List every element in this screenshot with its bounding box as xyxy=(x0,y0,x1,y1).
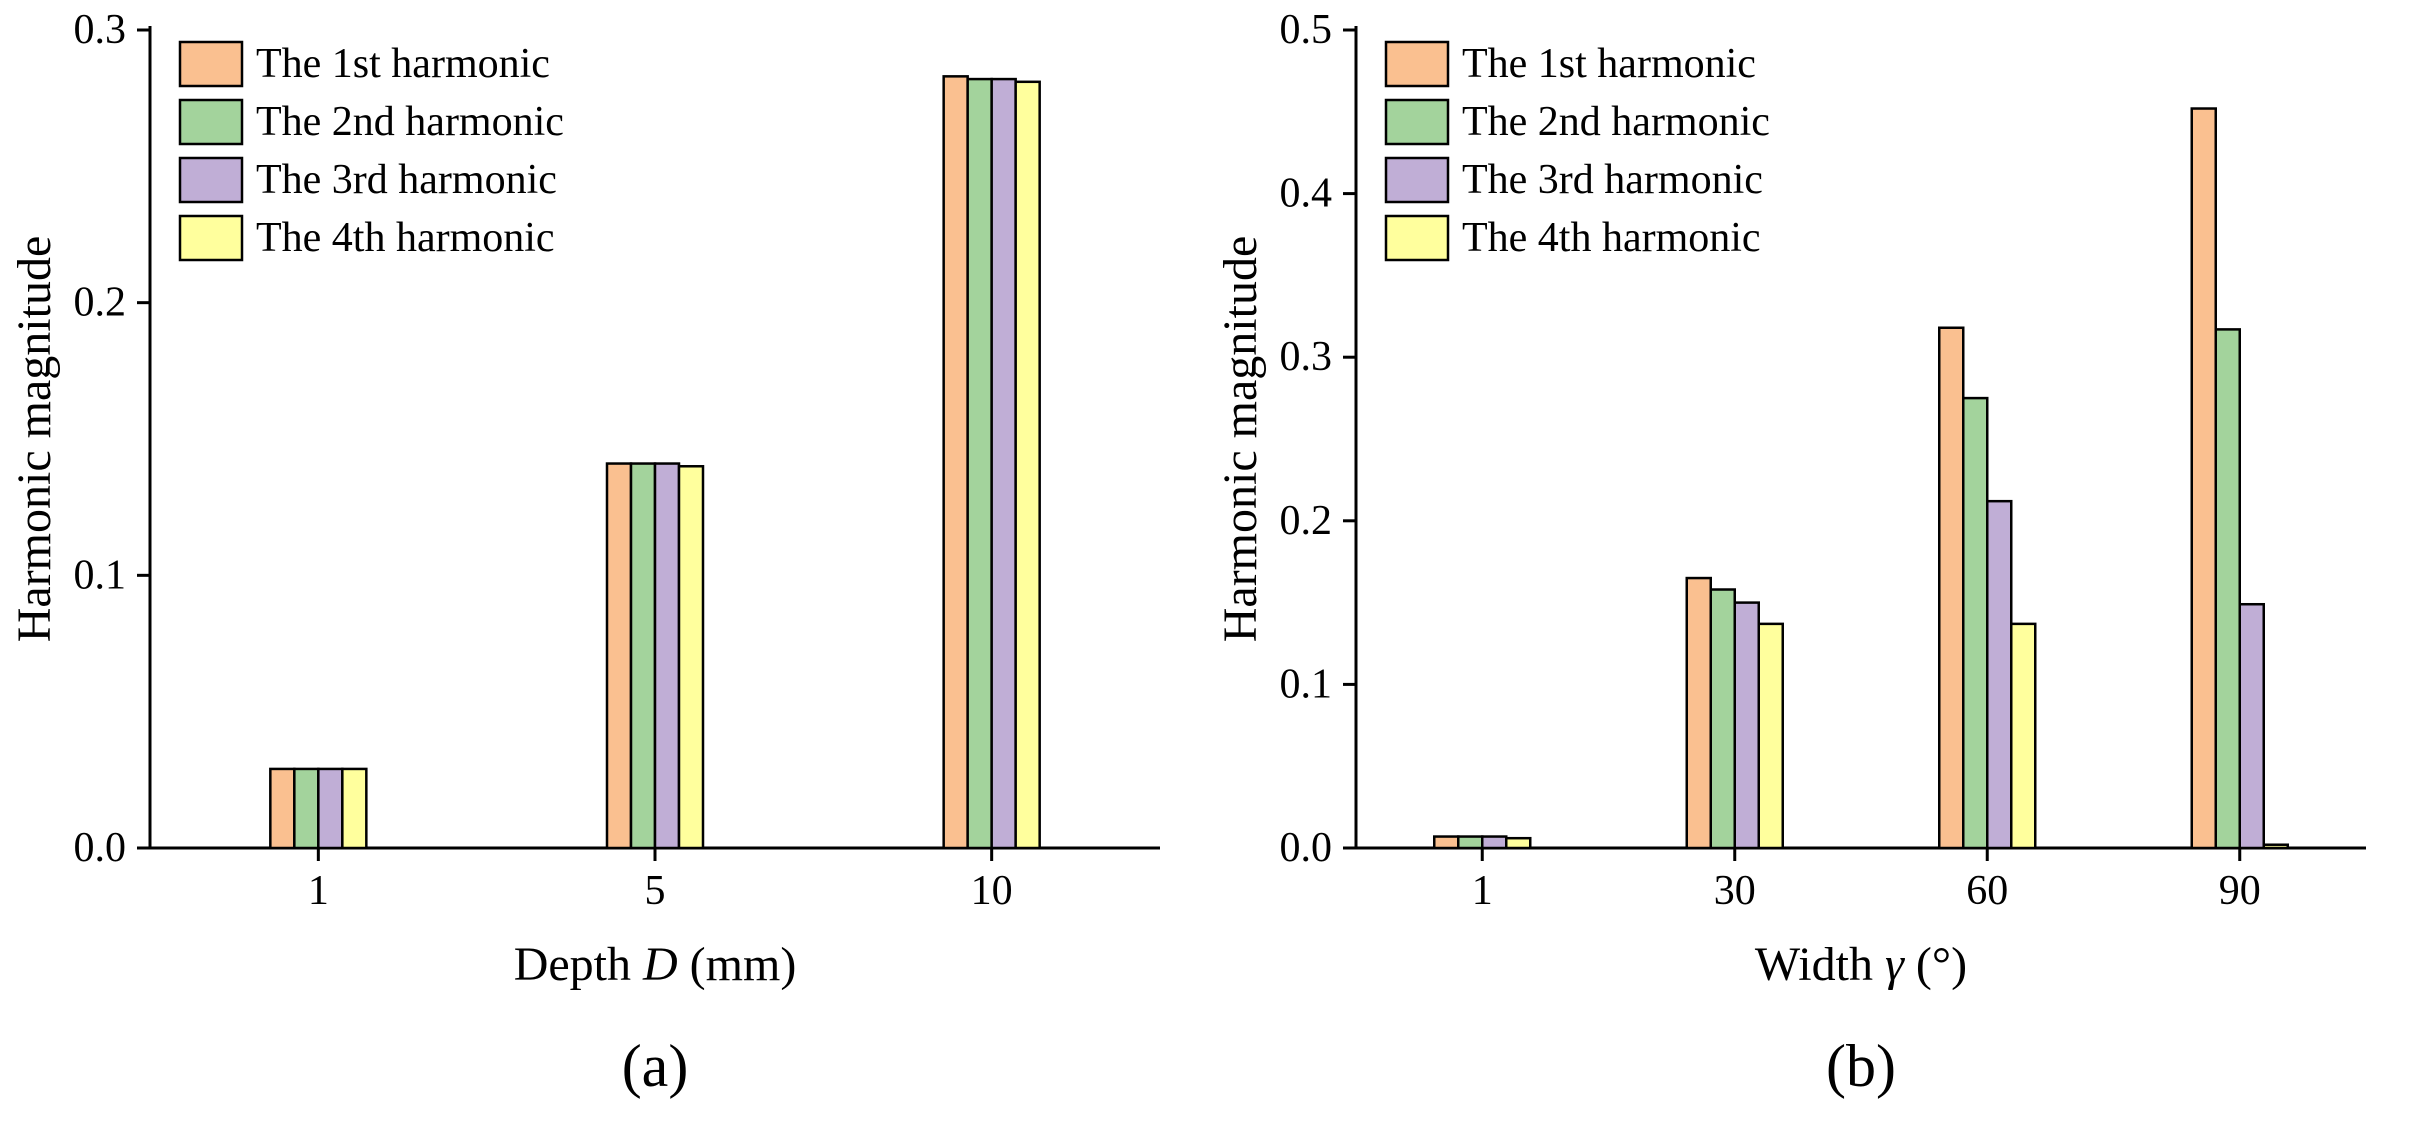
y-tick-label: 0.0 xyxy=(1280,825,1333,871)
x-tick-label: 90 xyxy=(2219,868,2261,914)
bar-series2-cat1 xyxy=(293,767,320,850)
x-tick-label: 1 xyxy=(308,868,329,914)
y-tick-label: 0.1 xyxy=(74,552,127,598)
x-axis-title-text: Width xyxy=(1755,938,1885,991)
y-axis-title: Harmonic magnitude xyxy=(8,236,61,643)
legend-label-2: The 2nd harmonic xyxy=(256,99,564,145)
bar-series3-cat3 xyxy=(1986,499,2013,850)
x-tick-label: 5 xyxy=(645,868,666,914)
legend-label-4: The 4th harmonic xyxy=(256,215,555,261)
bar-series4-cat3 xyxy=(1014,80,1041,850)
legend-swatch-4 xyxy=(178,214,244,262)
bar-series3-cat1 xyxy=(317,767,344,850)
legend-item-4: The 4th harmonic xyxy=(1384,214,1761,262)
y-tick-label: 0.3 xyxy=(1280,334,1333,380)
x-axis-title-symbol: γ xyxy=(1885,938,1905,991)
bar-series3-cat4 xyxy=(2238,602,2265,850)
y-tick-label: 0.5 xyxy=(1280,7,1333,53)
panel-label: (a) xyxy=(622,1033,689,1099)
legend-label-1: The 1st harmonic xyxy=(1462,41,1756,87)
x-axis-title: Depth D (mm) xyxy=(514,938,797,991)
y-tick-label: 0.4 xyxy=(1280,171,1333,217)
legend-label-2: The 2nd harmonic xyxy=(1462,99,1770,145)
legend-swatch-3 xyxy=(178,156,244,204)
legend-label-3: The 3rd harmonic xyxy=(1462,157,1763,203)
bar-series3-cat2 xyxy=(653,462,681,850)
legend-swatch-3 xyxy=(1384,156,1450,204)
legend-swatch-2 xyxy=(1384,98,1450,146)
y-tick-label: 0.2 xyxy=(74,280,127,326)
legend-swatch-2 xyxy=(178,98,244,146)
bar-series2-cat1 xyxy=(1457,835,1484,850)
bar-series2-cat4 xyxy=(2214,328,2241,850)
legend-item-3: The 3rd harmonic xyxy=(1384,156,1763,204)
bar-series4-cat1 xyxy=(1505,836,1532,850)
legend-swatch-4 xyxy=(1384,214,1450,262)
bar-series1-cat4 xyxy=(2190,107,2217,850)
bar-series1-cat1 xyxy=(1433,835,1460,850)
bar-series1-cat1 xyxy=(269,767,296,850)
legend-item-1: The 1st harmonic xyxy=(1384,40,1756,88)
bar-series4-cat4 xyxy=(2262,843,2289,850)
bar-series1-cat3 xyxy=(1938,326,1965,850)
bar-series3-cat2 xyxy=(1733,601,1760,850)
legend-label-1: The 1st harmonic xyxy=(256,41,550,87)
panel-b: 0.0 0.1 0.2 0.3 0.4 0.5 1 30 60 90 The 1st harmoni… xyxy=(1206,0,2412,1122)
x-axis-title-text: Depth xyxy=(514,938,643,991)
bar-series1-cat2 xyxy=(605,462,633,850)
bar-series2-cat3 xyxy=(966,77,993,850)
legend-item-2: The 2nd harmonic xyxy=(1384,98,1770,146)
bar-series2-cat2 xyxy=(1709,588,1736,850)
legend-swatch-1 xyxy=(178,40,244,88)
legend-label-4: The 4th harmonic xyxy=(1462,215,1761,261)
x-axis-title: Width γ (°) xyxy=(1755,938,1967,991)
bar-series1-cat2 xyxy=(1685,576,1712,850)
panel-label: (b) xyxy=(1826,1033,1896,1099)
depth-bar-chart: 0.0 0.1 0.2 0.3 1 5 10 The 1st harmonic The 2nd … xyxy=(8,7,1160,1099)
bar-series4-cat1 xyxy=(341,767,368,850)
panel-a: 0.0 0.1 0.2 0.3 1 5 10 The 1st harmonic The 2nd … xyxy=(8,7,1160,1099)
legend-item-1: The 1st harmonic xyxy=(178,40,550,88)
y-axis-title: Harmonic magnitude xyxy=(1214,236,1267,643)
y-tick-label: 0.1 xyxy=(1280,661,1333,707)
y-tick-label: 0.0 xyxy=(74,825,127,871)
bar-series2-cat2 xyxy=(629,462,657,850)
legend-swatch-1 xyxy=(1384,40,1450,88)
bar-series4-cat2 xyxy=(1757,622,1784,850)
width-bar-chart: 0.0 0.1 0.2 0.3 0.4 0.5 1 30 60 90 The 1st harmoni… xyxy=(1214,7,2366,1099)
x-tick-label: 30 xyxy=(1714,868,1756,914)
legend-label-3: The 3rd harmonic xyxy=(256,157,557,203)
bar-series1-cat3 xyxy=(942,75,969,850)
legend-item-3: The 3rd harmonic xyxy=(178,156,557,204)
y-tick-label: 0.3 xyxy=(74,7,127,53)
bar-series4-cat2 xyxy=(677,465,705,850)
legend-item-2: The 2nd harmonic xyxy=(178,98,564,146)
x-tick-label: 1 xyxy=(1472,868,1493,914)
bar-series4-cat3 xyxy=(2010,622,2037,850)
y-tick-label: 0.2 xyxy=(1280,498,1333,544)
legend-item-4: The 4th harmonic xyxy=(178,214,555,262)
bar-series3-cat3 xyxy=(990,77,1017,850)
x-tick-label: 60 xyxy=(1966,868,2008,914)
x-tick-label: 10 xyxy=(971,868,1013,914)
bar-series2-cat3 xyxy=(1962,396,1989,850)
x-axis-title-symbol: D xyxy=(642,938,678,991)
x-axis-title-text: (mm) xyxy=(678,938,797,991)
x-axis-title-text: (°) xyxy=(1904,938,1967,991)
bar-series3-cat1 xyxy=(1481,835,1508,850)
